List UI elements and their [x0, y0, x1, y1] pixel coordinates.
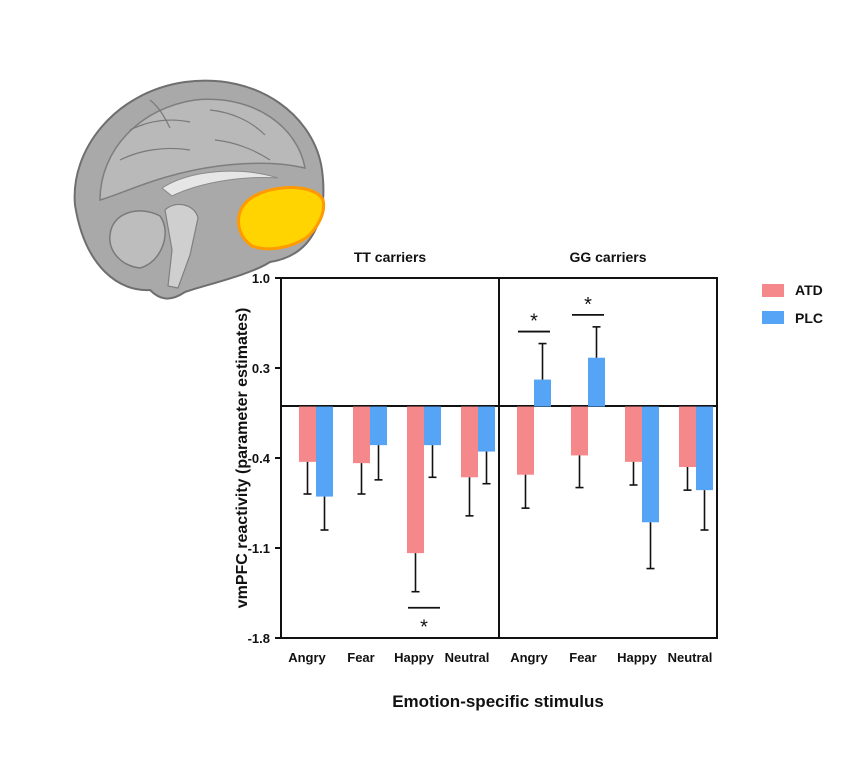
- y-tick-label: -1.1: [248, 541, 270, 556]
- y-tick-label: 1.0: [252, 271, 270, 286]
- x-tick-label: Angry: [510, 650, 548, 665]
- bar-atd: [517, 406, 534, 475]
- legend: ATD PLC: [762, 282, 823, 326]
- bar-plc: [370, 406, 387, 446]
- bar-atd: [299, 406, 316, 462]
- y-tick-label: 0.3: [252, 361, 270, 376]
- bar-plc: [478, 406, 495, 452]
- x-tick-label: Happy: [617, 650, 658, 665]
- significance-star: *: [584, 294, 592, 316]
- significance-star: *: [420, 617, 428, 639]
- x-tick-label: Neutral: [445, 650, 490, 665]
- bar-atd: [625, 406, 642, 462]
- y-tick-label: -0.4: [248, 451, 271, 466]
- bar-atd: [407, 406, 424, 554]
- bar-plc: [696, 406, 713, 491]
- bar-atd: [461, 406, 478, 478]
- bar-plc: [588, 357, 605, 407]
- panel-title-gg: GG carriers: [569, 249, 646, 265]
- legend-label-atd: ATD: [795, 282, 823, 298]
- bar-atd: [571, 406, 588, 456]
- panel-title-tt: TT carriers: [354, 249, 427, 265]
- bar-plc: [316, 406, 333, 497]
- x-axis: Angry Fear Happy Neutral Angry Fear Happ…: [288, 650, 712, 665]
- x-axis-label: Emotion-specific stimulus: [392, 692, 604, 711]
- y-tick-label: -1.8: [248, 631, 270, 646]
- x-tick-label: Happy: [394, 650, 435, 665]
- x-tick-label: Neutral: [668, 650, 713, 665]
- legend-swatch-plc: [762, 311, 784, 324]
- bar-atd: [679, 406, 696, 467]
- y-axis: 1.0 0.3 -0.4 -1.1 -1.8: [248, 271, 281, 646]
- activation-blob: [237, 186, 326, 251]
- x-tick-label: Fear: [347, 650, 374, 665]
- x-tick-label: Fear: [569, 650, 596, 665]
- bar-plc: [534, 379, 551, 407]
- significance-layer: * * *: [408, 294, 604, 639]
- brain-sagittal-image: [73, 79, 326, 300]
- bar-atd: [353, 406, 370, 464]
- legend-swatch-atd: [762, 284, 784, 297]
- x-tick-label: Angry: [288, 650, 326, 665]
- bar-plc: [424, 406, 441, 446]
- y-axis-label: vmPFC reactivity (parameter estimates): [234, 308, 251, 609]
- legend-label-plc: PLC: [795, 310, 823, 326]
- bar-layer: [299, 326, 713, 593]
- bar-plc: [642, 406, 659, 523]
- significance-star: *: [530, 311, 538, 333]
